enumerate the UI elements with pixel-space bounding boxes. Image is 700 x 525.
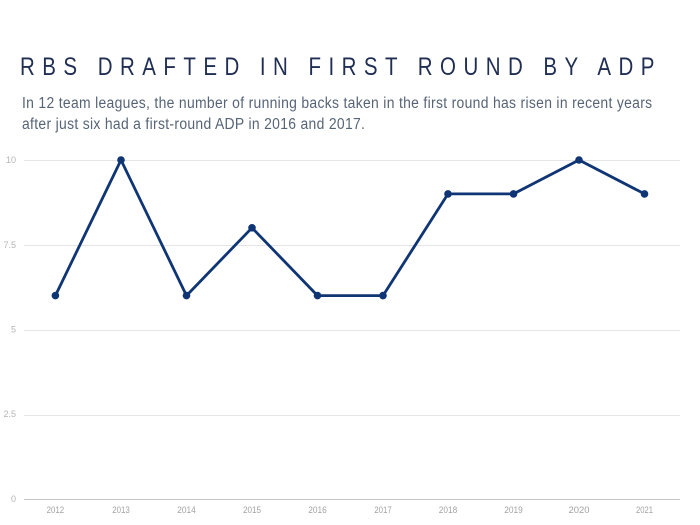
svg-text:0: 0 [11, 494, 16, 504]
svg-text:2018: 2018 [439, 505, 458, 516]
svg-text:2.5: 2.5 [3, 409, 16, 419]
svg-text:2012: 2012 [47, 505, 65, 516]
svg-text:2013: 2013 [112, 505, 130, 516]
svg-text:2019: 2019 [504, 505, 523, 516]
svg-text:7.5: 7.5 [3, 240, 16, 250]
svg-text:2021: 2021 [636, 505, 653, 516]
svg-text:2017: 2017 [374, 505, 392, 516]
svg-text:2020: 2020 [569, 505, 590, 516]
svg-text:2016: 2016 [308, 505, 327, 516]
svg-text:2015: 2015 [243, 505, 261, 516]
svg-text:10: 10 [6, 155, 16, 165]
svg-text:5: 5 [11, 325, 16, 335]
svg-text:2014: 2014 [177, 505, 196, 516]
